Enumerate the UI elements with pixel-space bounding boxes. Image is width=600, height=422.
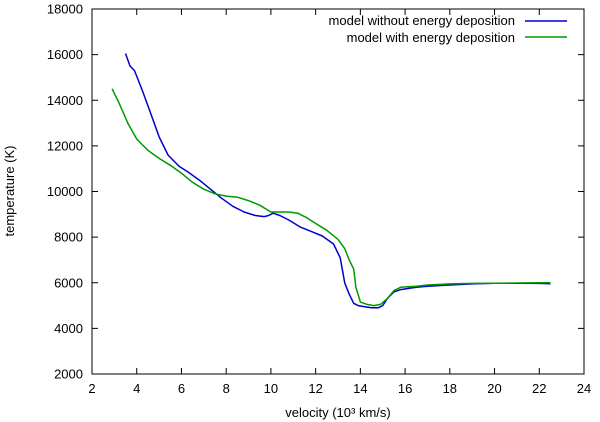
series-line-1 [124, 53, 551, 309]
series-line-2 [111, 88, 551, 307]
x-tick-label: 8 [223, 381, 230, 396]
y-tick-label: 2000 [54, 367, 83, 382]
y-axis-label: temperature (K) [2, 145, 17, 236]
y-tick-label: 18000 [47, 2, 83, 17]
x-tick-labels: 2 4 6 8 10 12 14 16 18 20 22 24 [88, 381, 591, 396]
legend-label-series-2: model with energy deposition [347, 30, 515, 45]
x-tick-label: 16 [398, 381, 412, 396]
plot-frame [91, 8, 585, 375]
y-tick-label: 6000 [54, 275, 83, 290]
x-tick-label: 18 [443, 381, 457, 396]
x-tick-label: 20 [487, 381, 501, 396]
y-tick-label: 16000 [47, 47, 83, 62]
y-tick-label: 12000 [47, 138, 83, 153]
series-group [111, 53, 551, 309]
legend-label-series-1: model without energy deposition [329, 13, 515, 28]
x-tick-label: 24 [577, 381, 591, 396]
x-tick-label: 6 [178, 381, 185, 396]
y-tick-label: 14000 [47, 93, 83, 108]
x-tick-label: 10 [264, 381, 278, 396]
x-tick-label: 4 [133, 381, 140, 396]
x-tick-label: 2 [88, 381, 95, 396]
y-tick-label: 8000 [54, 230, 83, 245]
x-axis-label: velocity (10³ km/s) [285, 405, 390, 420]
y-tick-label: 10000 [47, 184, 83, 199]
axis-ticks [91, 8, 585, 375]
y-tick-label: 4000 [54, 321, 83, 336]
x-tick-label: 12 [308, 381, 322, 396]
legend: model without energy deposition model wi… [329, 13, 567, 45]
x-tick-label: 22 [532, 381, 546, 396]
x-tick-label: 14 [353, 381, 367, 396]
y-tick-labels: 2000 4000 6000 8000 10000 12000 14000 16000 1800… [47, 2, 83, 382]
